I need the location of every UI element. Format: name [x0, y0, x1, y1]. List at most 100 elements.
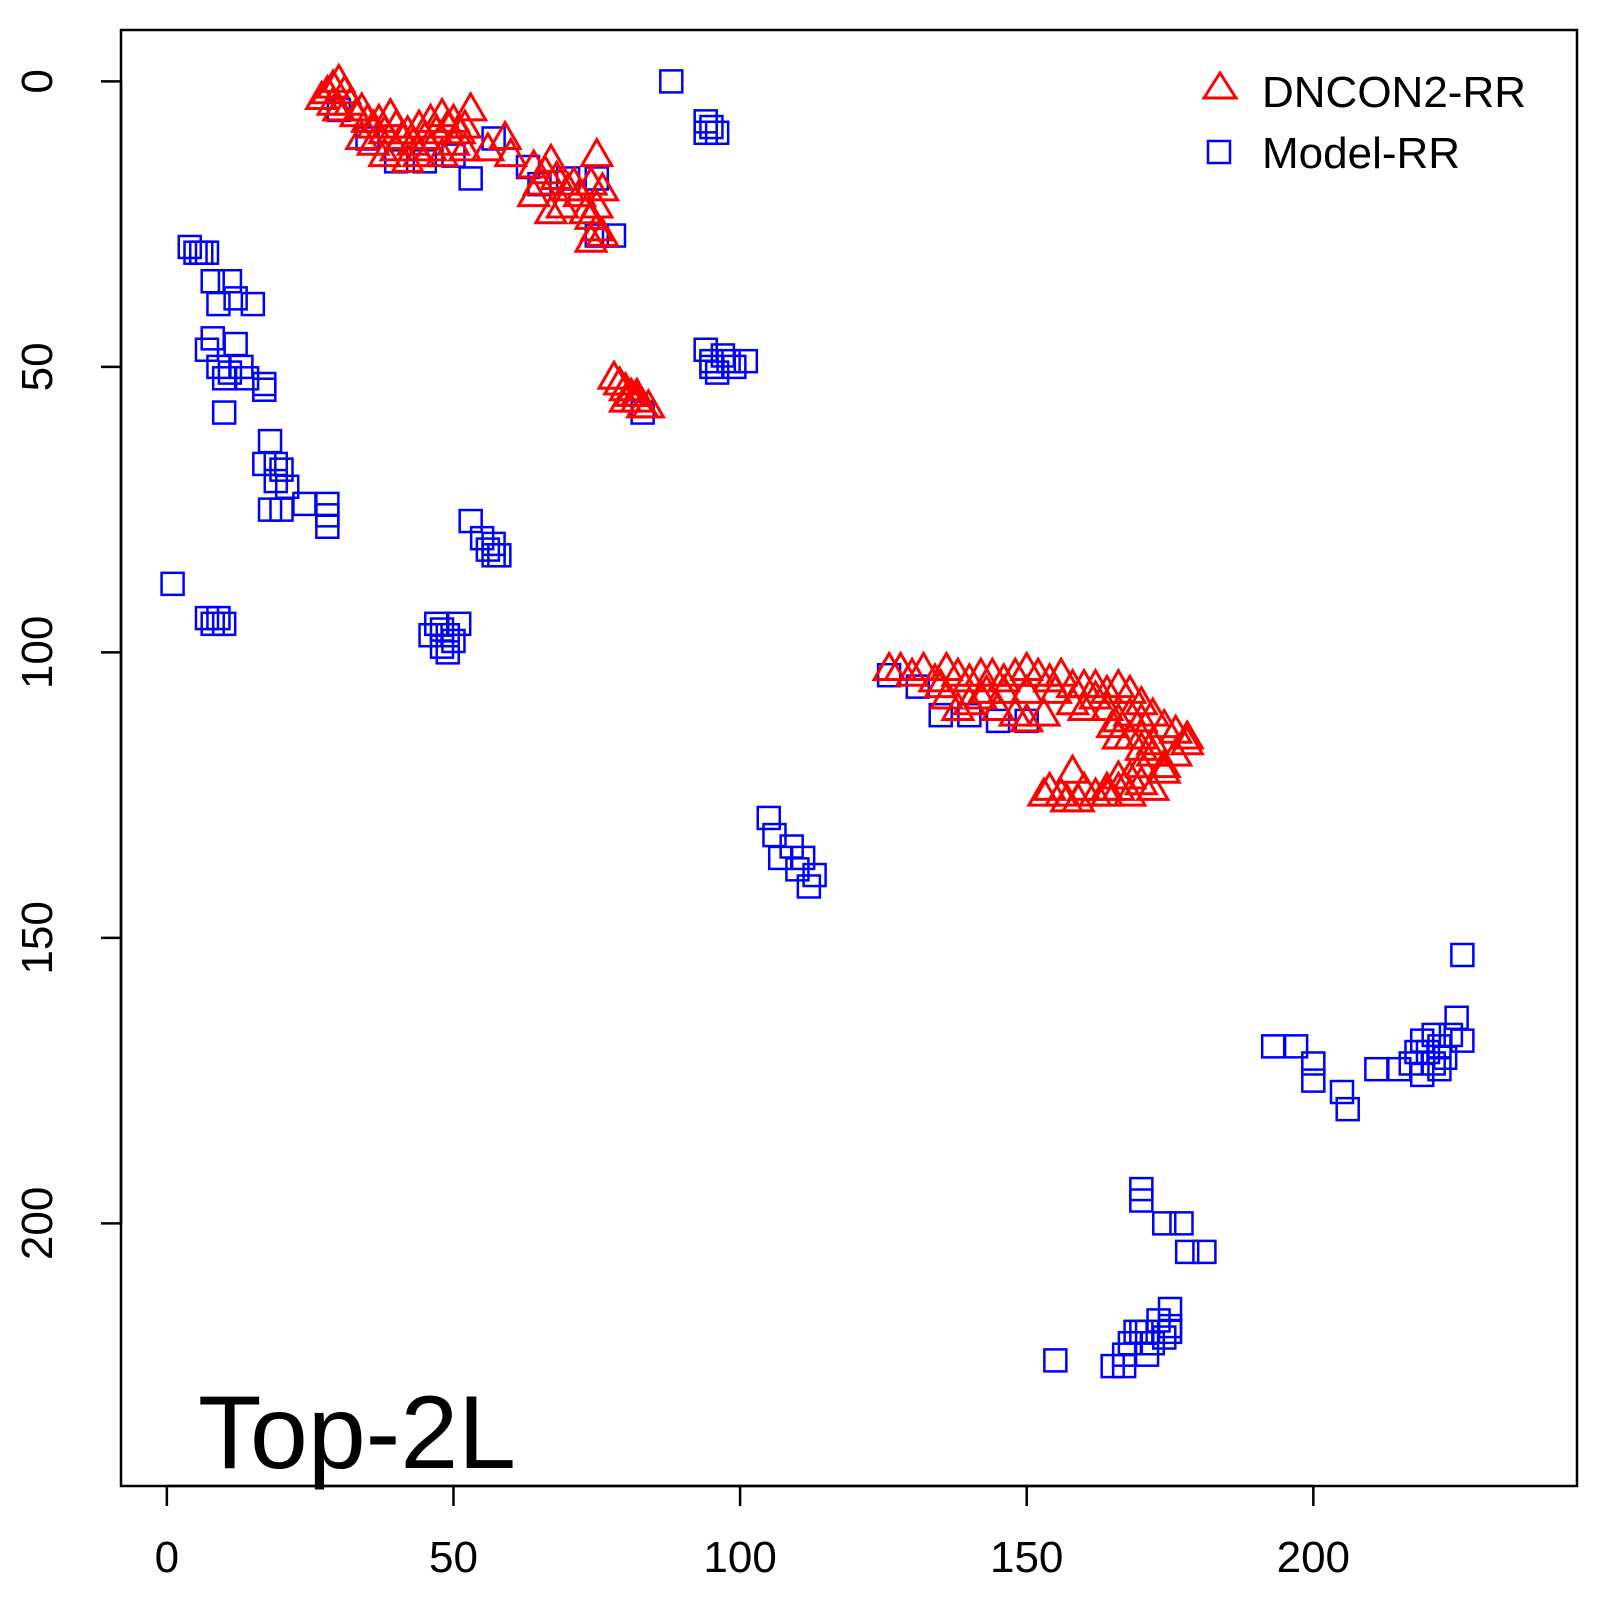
model-rr-point — [194, 240, 220, 265]
dncon2-rr-point — [367, 113, 403, 145]
y-tick-label: 100 — [13, 616, 62, 689]
y-tick-label: 200 — [13, 1187, 62, 1260]
dncon2-rr-point — [567, 193, 603, 225]
dncon2-rr-point — [1060, 781, 1096, 813]
model-rr-point — [699, 114, 724, 140]
model-rr-point — [1409, 1062, 1435, 1088]
dncon2-rr-point — [355, 125, 391, 156]
dncon2-rr-point — [1032, 770, 1068, 801]
model-rr-point — [1283, 1034, 1309, 1059]
dncon2-rr-point — [963, 679, 999, 710]
model-rr-point — [756, 805, 781, 831]
legend-triangle-marker — [1201, 70, 1239, 100]
model-rr-point — [252, 377, 277, 402]
model-rr-point — [211, 611, 237, 637]
model-rr-point — [1450, 942, 1475, 968]
model-rr-point — [1192, 1239, 1217, 1265]
model-rr-point — [1174, 1239, 1200, 1265]
dncon2-rr-point — [1112, 776, 1148, 807]
dncon2-rr-point — [539, 159, 575, 190]
dncon2-rr-point — [1100, 701, 1137, 733]
dncon2-rr-point — [986, 673, 1022, 704]
dncon2-rr-point — [573, 222, 609, 253]
legend-label-dncon2-rr: DNCON2-RR — [1262, 68, 1526, 117]
dncon2-rr-point — [607, 382, 644, 413]
model-rr-point — [1100, 1353, 1125, 1379]
dncon2-rr-point — [1146, 747, 1182, 779]
model-rr-point — [733, 348, 759, 374]
model-rr-point — [716, 348, 741, 374]
model-rr-point — [796, 874, 822, 899]
y-tick-label: 150 — [13, 901, 62, 974]
model-rr-point — [160, 571, 185, 597]
legend-label-model-rr: Model-RR — [1262, 129, 1460, 178]
model-rr-point — [1129, 1188, 1154, 1213]
model-rr-point — [223, 286, 248, 311]
dncon2-rr-point — [997, 656, 1033, 687]
dncon2-rr-point — [630, 387, 666, 419]
dncon2-rr-point — [951, 661, 987, 693]
dncon2-rr-point — [1123, 684, 1159, 716]
series-model-rr — [160, 69, 1475, 1379]
model-rr-point — [1301, 1068, 1326, 1093]
dncon2-rr-point — [980, 690, 1016, 721]
model-rr-point — [1301, 1051, 1326, 1076]
dncon2-rr-point — [367, 136, 403, 168]
dncon2-rr-point — [905, 650, 942, 681]
dncon2-rr-point — [1123, 747, 1159, 779]
dncon2-rr-point — [1095, 707, 1131, 739]
model-rr-point — [1329, 1079, 1355, 1105]
legend-square-marker — [1206, 139, 1232, 165]
model-rr-point — [240, 291, 266, 317]
model-rr-point — [659, 69, 684, 94]
dncon2-rr-point — [968, 673, 1005, 704]
dncon2-rr-point — [951, 684, 987, 716]
dncon2-rr-point — [1054, 753, 1091, 784]
model-rr-point — [1043, 1348, 1068, 1373]
model-rr-point — [928, 702, 953, 728]
model-rr-point — [435, 640, 460, 665]
dncon2-rr-point — [447, 108, 483, 139]
dncon2-rr-point — [344, 119, 380, 150]
dncon2-rr-point — [516, 176, 552, 208]
dncon2-rr-point — [619, 376, 655, 407]
model-rr-point — [1335, 1096, 1360, 1122]
dncon2-rr-point — [470, 130, 506, 162]
model-rr-point — [458, 166, 483, 191]
dncon2-rr-point — [1169, 724, 1205, 756]
model-rr-point — [217, 268, 243, 294]
dncon2-rr-point — [1112, 673, 1148, 704]
data-points-layer — [160, 62, 1475, 1379]
dncon2-rr-point — [923, 667, 959, 699]
dncon2-rr-point — [1026, 776, 1062, 807]
dncon2-rr-point — [1077, 679, 1114, 710]
model-rr-point — [446, 611, 472, 637]
dncon2-rr-point — [917, 661, 953, 693]
y-axis: 0 50 100 150 200 — [13, 69, 123, 1260]
dncon2-rr-point — [1043, 776, 1079, 807]
series-dncon2-rr — [304, 62, 1205, 813]
model-rr-point — [693, 120, 718, 146]
dncon2-rr-point — [424, 136, 460, 168]
dncon2-rr-point — [1146, 753, 1182, 784]
dncon2-rr-point — [596, 359, 632, 390]
dncon2-rr-point — [894, 656, 930, 687]
x-tick-label: 50 — [429, 1533, 478, 1582]
dncon2-rr-point — [390, 142, 426, 173]
model-rr-point — [206, 605, 231, 631]
model-rr-point — [315, 514, 340, 540]
model-rr-point — [211, 400, 237, 425]
x-tick-label: 150 — [990, 1533, 1063, 1582]
annotation-top-2l: Top-2L — [198, 1375, 516, 1491]
dncon2-rr-point — [556, 165, 592, 196]
model-rr-point — [1152, 1211, 1177, 1236]
dncon2-rr-point — [493, 136, 529, 168]
dncon2-rr-point — [1135, 770, 1171, 801]
dncon2-rr-point — [1089, 776, 1125, 807]
dncon2-rr-point — [1123, 719, 1159, 750]
dncon2-rr-point — [1037, 673, 1073, 704]
legend: DNCON2-RR Model-RR — [1201, 68, 1526, 178]
dncon2-rr-point — [1135, 724, 1171, 756]
